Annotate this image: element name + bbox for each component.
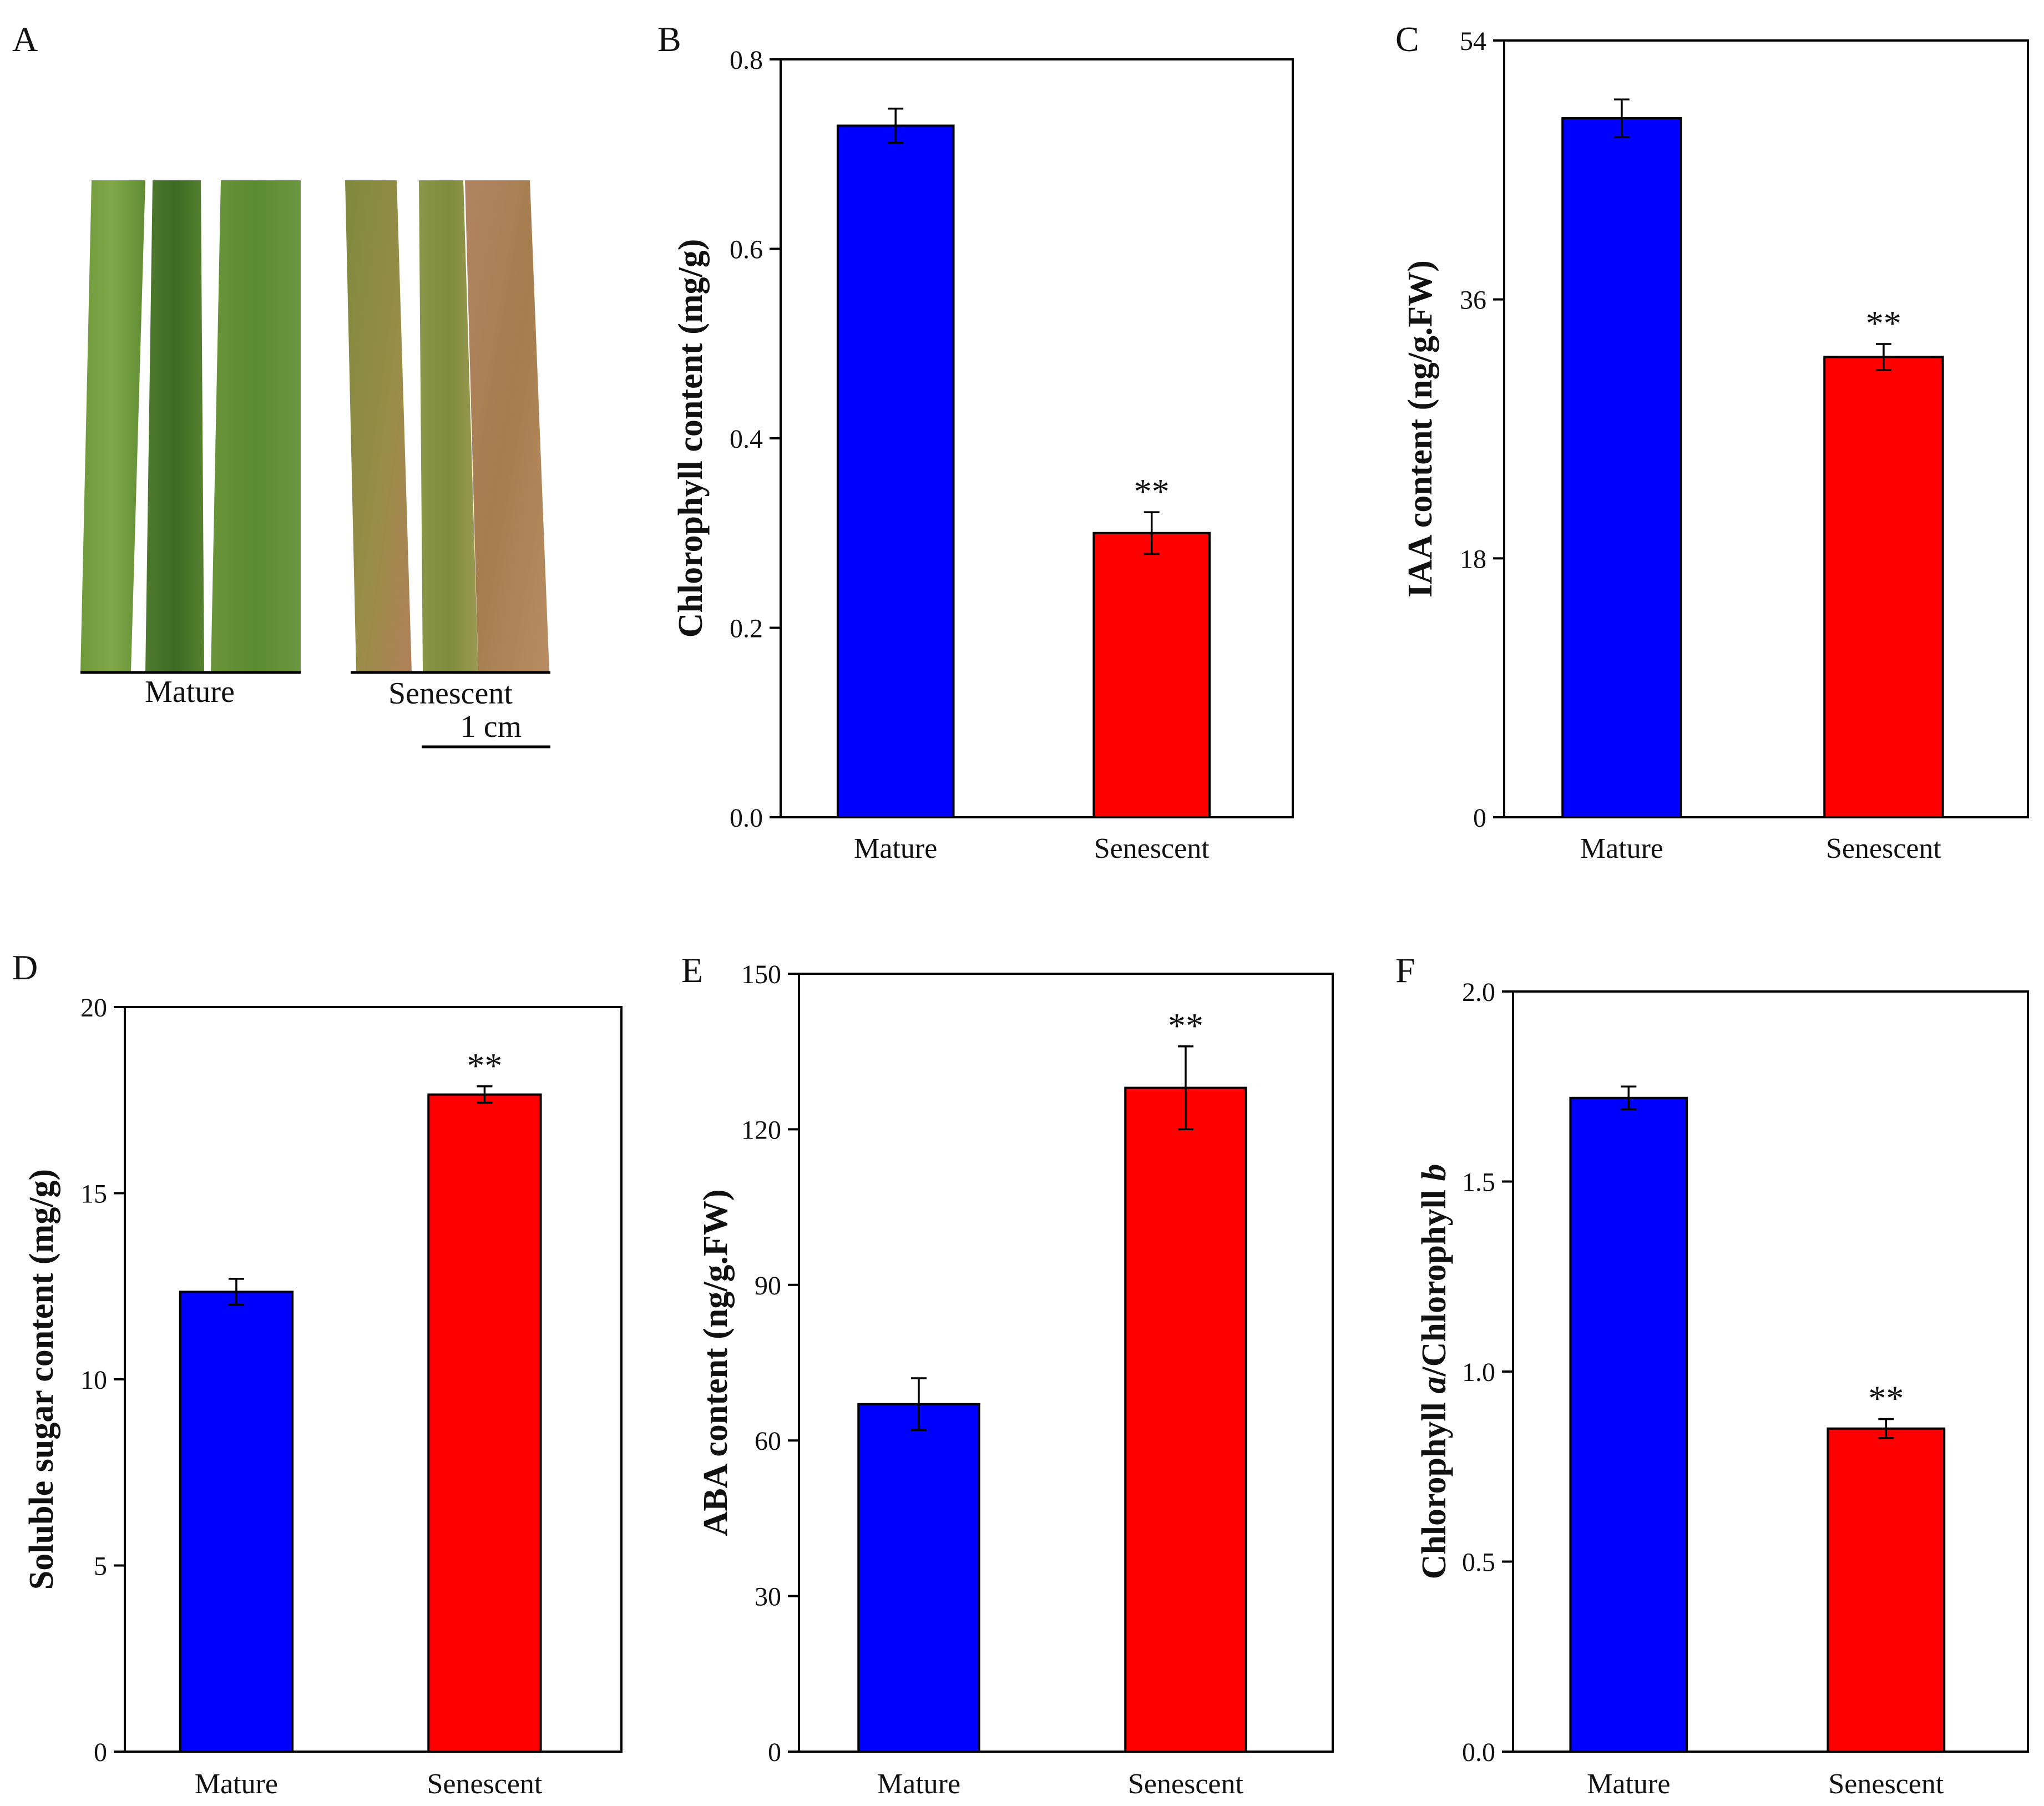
y-tick-label: 15	[80, 1180, 107, 1209]
x-tick-label: Mature	[195, 1768, 278, 1800]
y-tick-label: 0.0	[730, 803, 763, 833]
x-tick-label: Mature	[1587, 1768, 1670, 1800]
y-tick-label: 1.0	[1462, 1358, 1495, 1387]
y-tick-label: 54	[1460, 27, 1486, 56]
significance-marker: **	[1866, 303, 1901, 343]
bar-mature	[179, 1291, 294, 1753]
y-tick-label: 0.2	[730, 614, 763, 644]
senescent-leaf-3	[465, 180, 549, 671]
significance-marker: **	[1168, 1006, 1203, 1045]
y-tick-label: 0.0	[1462, 1738, 1495, 1767]
mature-leaf-2	[145, 180, 204, 671]
bar-senescent	[1124, 1086, 1247, 1753]
significance-marker: **	[467, 1046, 502, 1085]
y-tick-label: 0	[768, 1738, 781, 1767]
y-tick-label: 0	[1473, 803, 1486, 833]
x-tick-label: Senescent	[1828, 1768, 1944, 1800]
bar-senescent	[1092, 532, 1211, 818]
y-tick-label: 0.8	[730, 45, 763, 75]
panel-a-photo: A Mature Senescent 1 cm	[12, 19, 550, 748]
x-tick-label: Mature	[1580, 833, 1663, 864]
y-tick-label: 0.5	[1462, 1548, 1495, 1577]
y-tick-label: 10	[80, 1365, 107, 1395]
y-axis-label: Soluble sugar content (mg/g)	[23, 1169, 60, 1590]
significance-marker: **	[1134, 472, 1170, 511]
y-tick-label: 18	[1460, 544, 1486, 574]
mature-leaf-3	[211, 180, 301, 671]
chart-panel-f: F Mature ** Senescent 0.0 0.5 1.0 1.5 2.0 Chlorop…	[1395, 950, 2029, 1800]
chart-panel-e: E Mature ** Senescent 0 30 60 90 120 150 ABA conte…	[681, 950, 1334, 1800]
bar-senescent	[427, 1093, 542, 1753]
x-tick-label: Senescent	[1094, 833, 1210, 864]
plot-frame	[1503, 39, 2029, 818]
mature-group-label: Mature	[145, 675, 235, 709]
y-tick-label: 0.4	[730, 424, 763, 454]
bar-mature	[836, 124, 955, 818]
senescent-leaf-1	[345, 180, 412, 671]
y-tick-label: 0	[94, 1738, 107, 1767]
y-axis-label: ABA content (ng/g.FW)	[697, 1189, 735, 1536]
y-axis-label-part: a	[1415, 1377, 1453, 1394]
senescent-leaf-2	[419, 180, 478, 671]
plot-frame	[798, 973, 1334, 1753]
bar-senescent	[1827, 1427, 1946, 1753]
y-tick-label: 20	[80, 993, 107, 1023]
y-axis-label: Chlorophyll content (mg/g)	[672, 239, 710, 638]
mature-leaf-1	[80, 180, 145, 671]
y-tick-label: 5	[94, 1552, 107, 1581]
y-axis-label-part: /Chlorophyll	[1415, 1181, 1453, 1377]
panel-label: F	[1395, 950, 1415, 990]
bar-senescent	[1823, 356, 1944, 818]
y-tick-label: 1.5	[1462, 1168, 1495, 1197]
bar-mature	[1561, 117, 1682, 818]
chart-panel-d: D Mature ** Senescent 0 5 10 15 20 Soluble sugar …	[12, 948, 623, 1800]
y-tick-label: 0.6	[730, 235, 763, 265]
panel-label: D	[12, 948, 38, 987]
senescent-group-label: Senescent	[388, 676, 513, 711]
y-tick-label: 30	[755, 1582, 781, 1612]
panel-label: C	[1395, 19, 1419, 59]
chart-panel-c: C Mature ** Senescent 0 18 36 54 IAA content (ng…	[1395, 19, 2029, 864]
y-axis-label: Chlorophyll a/Chlorophyll b	[1415, 1164, 1453, 1580]
bar-mature	[1569, 1096, 1688, 1753]
chart-panel-b: B Mature ** Senescent 0.0 0.2 0.4 0.6 0.8 Chlorop…	[657, 19, 1294, 864]
x-tick-label: Senescent	[1128, 1768, 1243, 1800]
x-tick-label: Senescent	[1826, 833, 1941, 864]
y-tick-label: 150	[741, 960, 781, 989]
x-tick-label: Mature	[854, 833, 937, 864]
significance-marker: **	[1868, 1379, 1904, 1418]
bar-mature	[857, 1403, 980, 1753]
bar-charts: B Mature ** Senescent 0.0 0.2 0.4 0.6 0.8 Chlorop…	[12, 19, 2029, 1800]
y-axis-label-part: Chlorophyll	[1415, 1394, 1453, 1580]
y-axis-label: IAA content (ng/g.FW)	[1402, 260, 1439, 598]
y-tick-label: 2.0	[1462, 978, 1495, 1007]
y-tick-label: 90	[755, 1271, 781, 1301]
x-tick-label: Mature	[877, 1768, 960, 1800]
y-axis-label-part: b	[1415, 1164, 1453, 1181]
scale-bar-label: 1 cm	[461, 710, 522, 744]
y-tick-label: 120	[741, 1115, 781, 1145]
panel-a-label: A	[12, 19, 38, 59]
panel-label: E	[681, 950, 703, 990]
x-tick-label: Senescent	[427, 1768, 542, 1800]
y-tick-label: 60	[755, 1426, 781, 1456]
y-tick-label: 36	[1460, 286, 1486, 315]
panel-label: B	[657, 19, 681, 59]
